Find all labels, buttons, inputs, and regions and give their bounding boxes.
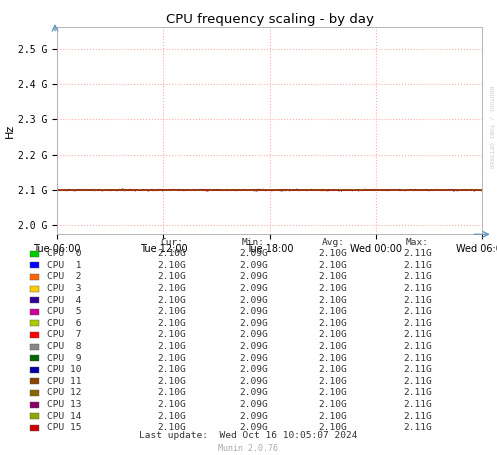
Text: CPU  6: CPU 6 xyxy=(47,319,82,328)
Text: Min:: Min: xyxy=(242,238,265,247)
Text: 2.11G: 2.11G xyxy=(403,412,432,421)
Text: 2.11G: 2.11G xyxy=(403,307,432,316)
Text: 2.10G: 2.10G xyxy=(319,296,347,305)
Text: CPU 13: CPU 13 xyxy=(47,400,82,409)
Text: 2.09G: 2.09G xyxy=(239,400,268,409)
Text: 2.09G: 2.09G xyxy=(239,377,268,386)
Text: CPU 14: CPU 14 xyxy=(47,412,82,421)
Text: 2.10G: 2.10G xyxy=(319,261,347,270)
Text: CPU  0: CPU 0 xyxy=(47,249,82,258)
Text: 2.10G: 2.10G xyxy=(319,354,347,363)
Text: 2.10G: 2.10G xyxy=(157,412,186,421)
Text: 2.11G: 2.11G xyxy=(403,365,432,374)
Text: 2.11G: 2.11G xyxy=(403,389,432,398)
Text: CPU  7: CPU 7 xyxy=(47,330,82,339)
Text: 2.09G: 2.09G xyxy=(239,342,268,351)
Text: 2.10G: 2.10G xyxy=(157,423,186,432)
Text: 2.11G: 2.11G xyxy=(403,354,432,363)
Text: 2.11G: 2.11G xyxy=(403,261,432,270)
Text: 2.09G: 2.09G xyxy=(239,319,268,328)
Text: 2.11G: 2.11G xyxy=(403,249,432,258)
Text: CPU  4: CPU 4 xyxy=(47,296,82,305)
Text: CPU 12: CPU 12 xyxy=(47,389,82,398)
Text: 2.10G: 2.10G xyxy=(157,307,186,316)
Text: 2.11G: 2.11G xyxy=(403,423,432,432)
Text: 2.09G: 2.09G xyxy=(239,365,268,374)
Text: Last update:  Wed Oct 16 10:05:07 2024: Last update: Wed Oct 16 10:05:07 2024 xyxy=(139,431,358,440)
Text: 2.10G: 2.10G xyxy=(157,261,186,270)
Text: 2.09G: 2.09G xyxy=(239,261,268,270)
Text: 2.10G: 2.10G xyxy=(319,365,347,374)
Text: RRDTOOL / TOBI OETIKER: RRDTOOL / TOBI OETIKER xyxy=(489,86,494,169)
Text: 2.10G: 2.10G xyxy=(157,249,186,258)
Text: Munin 2.0.76: Munin 2.0.76 xyxy=(219,444,278,453)
Text: CPU  5: CPU 5 xyxy=(47,307,82,316)
Text: 2.09G: 2.09G xyxy=(239,412,268,421)
Text: 2.09G: 2.09G xyxy=(239,284,268,293)
Text: CPU 10: CPU 10 xyxy=(47,365,82,374)
Text: 2.10G: 2.10G xyxy=(157,273,186,282)
Text: 2.10G: 2.10G xyxy=(319,249,347,258)
Text: 2.09G: 2.09G xyxy=(239,389,268,398)
Y-axis label: Hz: Hz xyxy=(5,124,15,138)
Text: Avg:: Avg: xyxy=(322,238,344,247)
Text: 2.09G: 2.09G xyxy=(239,354,268,363)
Text: 2.11G: 2.11G xyxy=(403,400,432,409)
Text: 2.09G: 2.09G xyxy=(239,307,268,316)
Text: 2.10G: 2.10G xyxy=(319,400,347,409)
Text: 2.10G: 2.10G xyxy=(319,389,347,398)
Text: 2.10G: 2.10G xyxy=(319,319,347,328)
Text: 2.11G: 2.11G xyxy=(403,319,432,328)
Text: 2.11G: 2.11G xyxy=(403,296,432,305)
Text: CPU  1: CPU 1 xyxy=(47,261,82,270)
Text: Cur:: Cur: xyxy=(160,238,183,247)
Text: 2.10G: 2.10G xyxy=(319,307,347,316)
Text: 2.10G: 2.10G xyxy=(157,342,186,351)
Text: 2.10G: 2.10G xyxy=(319,423,347,432)
Text: CPU  3: CPU 3 xyxy=(47,284,82,293)
Text: CPU 11: CPU 11 xyxy=(47,377,82,386)
Text: 2.10G: 2.10G xyxy=(319,273,347,282)
Text: 2.10G: 2.10G xyxy=(319,412,347,421)
Text: 2.10G: 2.10G xyxy=(319,284,347,293)
Text: 2.10G: 2.10G xyxy=(319,330,347,339)
Text: 2.10G: 2.10G xyxy=(319,342,347,351)
Text: 2.10G: 2.10G xyxy=(157,330,186,339)
Text: 2.11G: 2.11G xyxy=(403,284,432,293)
Text: 2.09G: 2.09G xyxy=(239,273,268,282)
Text: 2.10G: 2.10G xyxy=(157,296,186,305)
Text: 2.10G: 2.10G xyxy=(157,400,186,409)
Text: 2.10G: 2.10G xyxy=(157,389,186,398)
Text: Max:: Max: xyxy=(406,238,429,247)
Text: CPU 15: CPU 15 xyxy=(47,423,82,432)
Text: 2.09G: 2.09G xyxy=(239,330,268,339)
Text: 2.11G: 2.11G xyxy=(403,330,432,339)
Text: 2.11G: 2.11G xyxy=(403,342,432,351)
Text: 2.10G: 2.10G xyxy=(157,319,186,328)
Text: CPU  8: CPU 8 xyxy=(47,342,82,351)
Text: CPU  2: CPU 2 xyxy=(47,273,82,282)
Text: 2.09G: 2.09G xyxy=(239,423,268,432)
Text: 2.09G: 2.09G xyxy=(239,249,268,258)
Text: 2.10G: 2.10G xyxy=(157,377,186,386)
Text: 2.11G: 2.11G xyxy=(403,273,432,282)
Text: 2.10G: 2.10G xyxy=(157,365,186,374)
Text: 2.09G: 2.09G xyxy=(239,296,268,305)
Title: CPU frequency scaling - by day: CPU frequency scaling - by day xyxy=(166,13,374,26)
Text: 2.10G: 2.10G xyxy=(157,284,186,293)
Text: 2.10G: 2.10G xyxy=(157,354,186,363)
Text: 2.10G: 2.10G xyxy=(319,377,347,386)
Text: CPU  9: CPU 9 xyxy=(47,354,82,363)
Text: 2.11G: 2.11G xyxy=(403,377,432,386)
